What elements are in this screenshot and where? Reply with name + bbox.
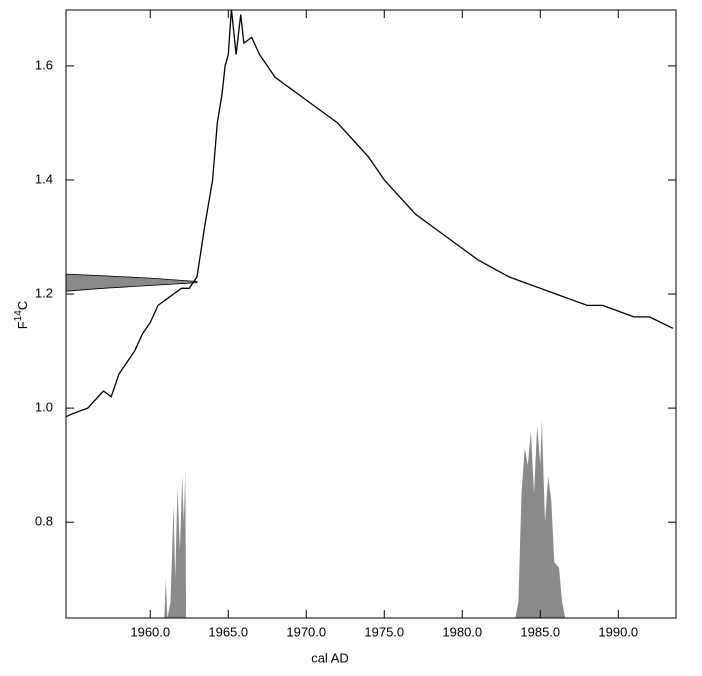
calibration-curve: [66, 10, 674, 418]
probability-area: [515, 419, 566, 618]
x-tick-label: 1965.0: [208, 624, 248, 639]
x-tick-label: 1985.0: [520, 624, 560, 639]
y-tick-label: 1.0: [35, 400, 53, 415]
y-tick-label: 1.2: [35, 285, 53, 300]
y-label-main: F: [15, 321, 30, 329]
x-tick-label: 1975.0: [364, 624, 404, 639]
x-tick-label: 1980.0: [442, 624, 482, 639]
y-tick-label: 1.6: [35, 57, 53, 72]
y-label-rest: C: [15, 301, 30, 310]
y-label-sup: 14: [13, 310, 24, 322]
x-tick-label: 1970.0: [286, 624, 326, 639]
measurement-band: [66, 273, 198, 292]
probability-area: [164, 470, 187, 618]
y-tick-label: 0.8: [35, 514, 53, 529]
x-tick-label: 1990.0: [598, 624, 638, 639]
y-tick-label: 1.4: [35, 171, 53, 186]
x-axis-label: cal AD: [311, 650, 349, 665]
y-axis-label: F14C: [13, 301, 31, 329]
plot-frame: [65, 9, 677, 619]
x-tick-label: 1960.0: [130, 624, 170, 639]
